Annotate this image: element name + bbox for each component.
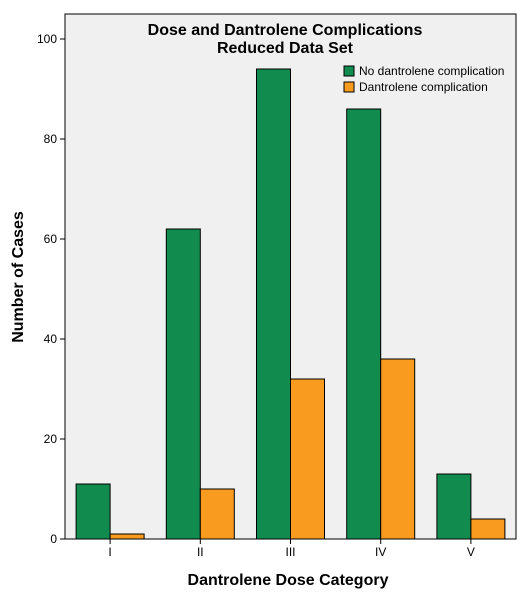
y-ticks: 0 20 40 60 80 100: [37, 32, 65, 546]
bar-complication-V: [470, 518, 506, 540]
bar-complication-II: [199, 488, 235, 540]
y-tick-label: 0: [50, 532, 57, 546]
bars: [75, 68, 506, 540]
bar-complication-IV: [380, 358, 416, 540]
legend: No dantrolene complication Dantrolene com…: [343, 64, 504, 94]
bar-no-complication-IV: [346, 108, 382, 540]
x-tick-label: V: [467, 545, 475, 559]
legend-swatch: [343, 65, 355, 77]
chart-title: Dose and Dantrolene Complications: [148, 22, 423, 39]
y-tick-label: 40: [44, 332, 58, 346]
y-tick-label: 60: [44, 232, 58, 246]
bar-no-complication-I: [75, 483, 111, 540]
x-tick-label: III: [285, 545, 295, 559]
chart-subtitle: Reduced Data Set: [217, 40, 354, 57]
legend-swatch: [343, 81, 355, 93]
bar-complication-III: [290, 378, 325, 540]
x-axis-title: Dantrolene Dose Category: [188, 572, 389, 589]
bar-no-complication-V: [436, 473, 472, 540]
y-tick-label: 80: [44, 132, 58, 146]
y-tick-label: 100: [37, 32, 57, 46]
legend-label: No dantrolene complication: [359, 64, 504, 78]
y-axis-title: Number of Cases: [10, 211, 27, 343]
bar-no-complication-III: [256, 68, 291, 540]
legend-label: Dantrolene complication: [359, 80, 488, 94]
x-tick-label: II: [197, 545, 204, 559]
x-tick-label: I: [108, 545, 111, 559]
y-tick-label: 20: [44, 432, 58, 446]
bar-no-complication-II: [165, 228, 201, 540]
x-ticks: I II III IV V: [108, 539, 475, 559]
bar-complication-I: [109, 533, 145, 540]
x-tick-label: IV: [375, 545, 386, 559]
